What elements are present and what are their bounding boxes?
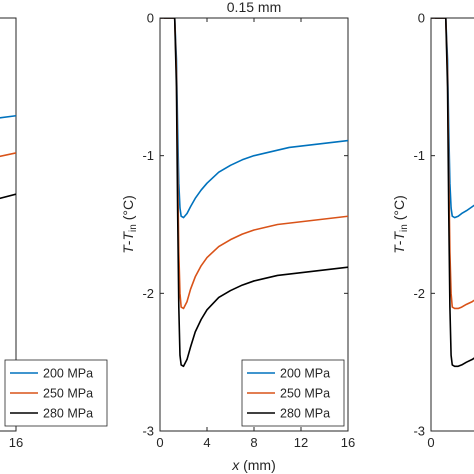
axes-box xyxy=(0,17,17,432)
series-line-200-mpa xyxy=(160,18,348,219)
legend-label: 280 MPa xyxy=(43,407,93,421)
series-group xyxy=(160,18,348,368)
legend-label: 200 MPa xyxy=(43,367,93,381)
y-label-part: T xyxy=(391,244,407,254)
series-line-280-mpa xyxy=(0,193,16,200)
x-tick-label: 8 xyxy=(250,435,257,450)
series-group xyxy=(431,18,474,368)
legend-label: 280 MPa xyxy=(280,407,330,421)
x-axis-label-var: x xyxy=(231,457,240,473)
legend-label: 250 MPa xyxy=(280,387,330,401)
y-axis-label: T-Tin (°C) xyxy=(120,195,139,254)
y-tick-label: -2 xyxy=(413,286,425,301)
axes-box xyxy=(430,17,474,432)
y-label-part: - xyxy=(120,240,136,245)
chart-panel-2: 0 4 8 12 16 0 -1 -2 -3 0.15 mm x (mm) T-Tin (°C) 200… xyxy=(120,0,355,473)
series-line-250-mpa xyxy=(0,152,16,158)
series-line-200-mpa xyxy=(431,18,474,219)
x-tick-label: 16 xyxy=(341,435,355,450)
y-tick-label: -2 xyxy=(142,286,154,301)
series-group xyxy=(0,114,16,200)
x-tick-label: 0 xyxy=(427,435,434,450)
y-tick-label: -3 xyxy=(142,424,154,439)
legend-label: 250 MPa xyxy=(43,387,93,401)
panel-title: 0.15 mm xyxy=(227,0,281,15)
y-label-part: T xyxy=(120,231,136,241)
y-tick-label: 0 xyxy=(147,11,154,26)
y-tick-label: -1 xyxy=(142,148,154,163)
series-line-250-mpa xyxy=(160,18,348,310)
series-line-250-mpa xyxy=(431,18,474,310)
x-tick-label: 16 xyxy=(9,435,23,450)
series-line-280-mpa xyxy=(160,18,348,368)
x-axis-label-unit: (mm) xyxy=(239,457,276,473)
chart-panel-3: 040-1-2-3T-Tin (°C) xyxy=(391,11,474,450)
x-tick-label: 12 xyxy=(294,435,308,450)
y-label-unit: (°C) xyxy=(391,195,407,224)
x-tick-label: 4 xyxy=(203,435,210,450)
y-axis-label: T-Tin (°C) xyxy=(391,195,410,254)
y-label-subscript: in xyxy=(399,224,410,232)
y-label-unit: (°C) xyxy=(120,195,136,224)
y-label-part: - xyxy=(391,240,407,245)
x-tick-label: 0 xyxy=(156,435,163,450)
series-line-280-mpa xyxy=(431,18,474,368)
x-axis-label: x (mm) xyxy=(231,457,276,473)
y-label-subscript: in xyxy=(128,224,139,232)
y-tick-label: 0 xyxy=(418,11,425,26)
legend-label: 200 MPa xyxy=(280,367,330,381)
y-label-part: T xyxy=(120,244,136,254)
y-label-part: T xyxy=(391,231,407,241)
y-tick-label: -1 xyxy=(413,148,425,163)
legend: 200 MPa 250 MPa 280 MPa xyxy=(241,359,345,427)
legend-box xyxy=(4,359,108,427)
y-tick-label: -3 xyxy=(413,424,425,439)
legend: 200 MPa 250 MPa 280 MPa xyxy=(4,359,108,427)
series-line-200-mpa xyxy=(0,114,16,119)
